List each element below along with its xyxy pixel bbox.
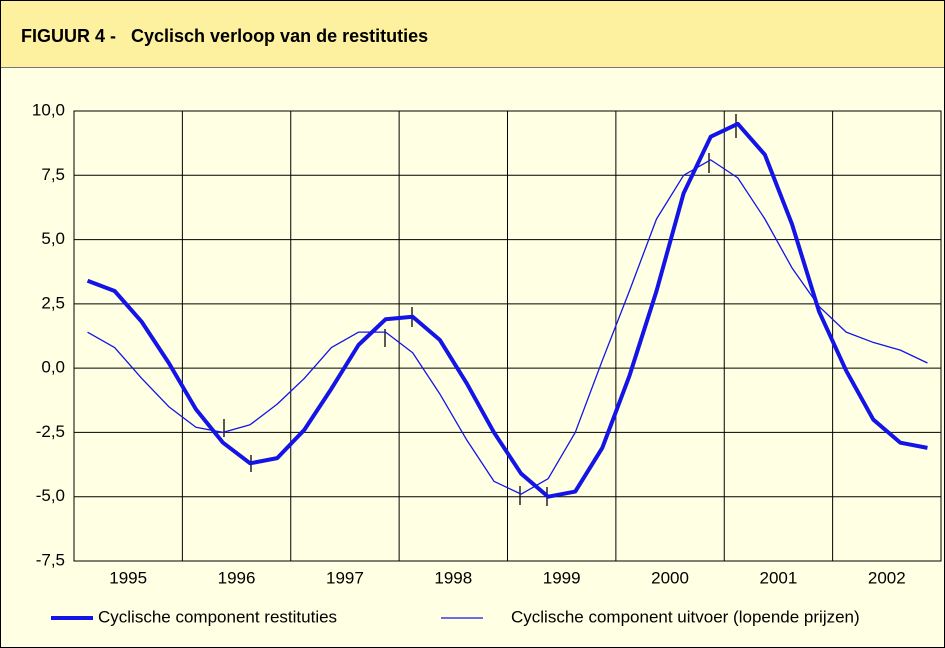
y-tick-label: 10,0 [32, 100, 65, 119]
legend-label: Cyclische component restituties [98, 607, 337, 626]
y-tick-label: 0,0 [41, 358, 65, 377]
x-tick-label: 1998 [434, 568, 472, 587]
y-tick-label: -5,0 [36, 486, 65, 505]
y-tick-label: 5,0 [41, 229, 65, 248]
x-tick-label: 1999 [543, 568, 581, 587]
x-tick-label: 2000 [651, 568, 689, 587]
x-tick-label: 1997 [326, 568, 364, 587]
x-tick-label: 1996 [218, 568, 256, 587]
y-tick-label: 7,5 [41, 165, 65, 184]
turning-markers [223, 114, 737, 506]
chart-title: FIGUUR 4 - Cyclisch verloop van de resti… [21, 26, 429, 46]
y-tick-label: 2,5 [41, 293, 65, 312]
x-tick-label: 1995 [109, 568, 147, 587]
y-tick-label: -7,5 [36, 550, 65, 569]
legend-label: Cyclische component uitvoer (lopende pri… [511, 607, 860, 626]
y-tick-label: -2,5 [36, 422, 65, 441]
header [1, 1, 944, 68]
x-tick-label: 2002 [868, 568, 906, 587]
x-tick-label: 2001 [760, 568, 798, 587]
series-line [87, 159, 928, 495]
plot: 10,0 7,5 5,0 2,5 0,0 -2,5 -5,0 -7,5 1995 1996 1997… [32, 100, 942, 626]
series-line [86, 121, 928, 499]
